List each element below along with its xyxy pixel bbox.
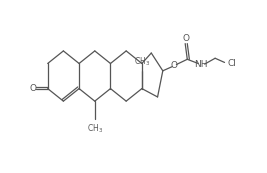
Text: Cl: Cl [228, 59, 237, 68]
Text: NH: NH [194, 60, 208, 69]
Text: CH$_3$: CH$_3$ [134, 55, 150, 68]
Text: CH$_3$: CH$_3$ [87, 122, 103, 135]
Text: O: O [183, 34, 190, 43]
Text: O: O [171, 61, 178, 70]
Text: O: O [30, 84, 37, 93]
